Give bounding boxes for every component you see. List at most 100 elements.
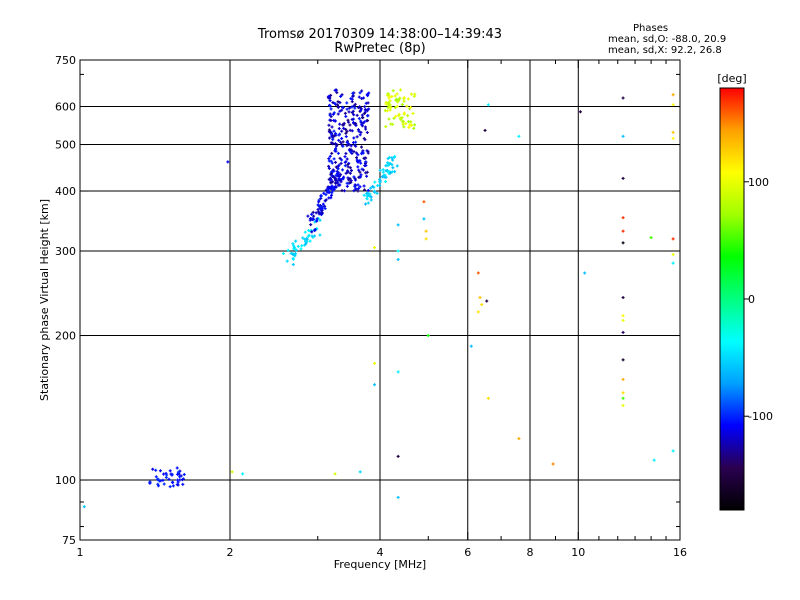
- data-point: [384, 100, 388, 104]
- data-point: [167, 477, 171, 481]
- data-point: [156, 477, 160, 481]
- data-point: [356, 187, 360, 191]
- data-point: [392, 116, 396, 120]
- data-point: [366, 101, 370, 105]
- data-point: [358, 106, 362, 110]
- x-axis-label: Frequency [MHz]: [334, 558, 426, 571]
- data-point: [304, 242, 308, 246]
- data-point: [335, 171, 339, 175]
- data-point: [313, 229, 317, 233]
- data-point: [366, 151, 370, 155]
- data-point: [293, 254, 297, 258]
- data-point: [318, 233, 322, 237]
- data-point: [341, 144, 345, 148]
- data-point: [331, 112, 335, 116]
- data-point: [360, 89, 364, 93]
- data-point: [331, 101, 335, 105]
- data-point: [362, 193, 366, 197]
- data-point: [671, 130, 675, 134]
- data-point: [328, 130, 332, 134]
- data-point: [175, 466, 179, 470]
- data-point: [318, 218, 322, 222]
- data-point: [285, 259, 289, 263]
- data-point: [339, 140, 343, 144]
- data-point: [551, 462, 555, 466]
- data-point: [369, 186, 373, 190]
- data-point: [356, 183, 360, 187]
- data-point: [339, 94, 343, 98]
- data-point: [156, 484, 160, 488]
- data-point: [388, 108, 392, 112]
- data-point: [344, 131, 348, 135]
- data-point: [340, 93, 344, 97]
- data-point: [292, 245, 296, 249]
- data-point: [358, 185, 362, 189]
- data-point: [321, 202, 325, 206]
- data-point: [621, 391, 625, 395]
- data-point: [344, 151, 348, 155]
- data-point: [360, 145, 364, 149]
- data-point: [344, 171, 348, 175]
- data-point: [182, 473, 186, 477]
- data-point: [362, 188, 366, 192]
- data-point: [330, 125, 334, 129]
- data-point: [422, 200, 426, 204]
- data-point: [402, 99, 406, 103]
- data-point: [671, 237, 675, 241]
- data-point: [328, 104, 332, 108]
- data-point: [365, 93, 369, 97]
- data-point: [407, 125, 411, 129]
- data-point: [361, 151, 365, 155]
- data-point: [366, 201, 370, 205]
- data-point: [360, 152, 364, 156]
- data-point: [337, 138, 341, 142]
- data-point: [365, 109, 369, 113]
- data-point: [308, 218, 312, 222]
- data-point: [364, 163, 368, 167]
- data-point: [291, 242, 295, 246]
- data-point: [408, 123, 412, 127]
- data-point: [346, 176, 350, 180]
- data-point: [621, 318, 625, 322]
- data-point: [338, 101, 342, 105]
- data-point: [333, 88, 337, 92]
- data-point: [334, 178, 338, 182]
- data-point: [621, 96, 625, 100]
- data-point: [334, 173, 338, 177]
- data-point: [395, 164, 399, 168]
- data-point: [346, 170, 350, 174]
- data-point: [341, 168, 345, 172]
- data-point: [310, 212, 314, 216]
- data-point: [332, 175, 336, 179]
- data-point: [336, 112, 340, 116]
- data-point: [483, 128, 487, 132]
- data-point: [294, 239, 298, 243]
- data-point: [384, 180, 388, 184]
- data-point: [342, 121, 346, 125]
- data-point: [345, 157, 349, 161]
- y-tick-label: 75: [62, 534, 76, 547]
- data-point: [406, 97, 410, 101]
- data-point: [345, 181, 349, 185]
- data-point: [324, 188, 328, 192]
- data-point: [154, 475, 158, 479]
- data-point: [337, 127, 341, 131]
- data-point: [621, 241, 625, 245]
- data-point: [424, 229, 428, 233]
- data-point: [362, 184, 366, 188]
- data-point: [351, 94, 355, 98]
- data-point: [363, 138, 367, 142]
- data-point: [394, 114, 398, 118]
- data-point: [342, 175, 346, 179]
- data-point: [399, 88, 403, 92]
- data-point: [476, 271, 480, 275]
- data-point: [349, 144, 353, 148]
- data-point: [327, 164, 331, 168]
- data-point: [352, 189, 356, 193]
- data-point: [621, 358, 625, 362]
- data-point: [401, 120, 405, 124]
- data-point: [476, 310, 480, 314]
- data-point: [340, 189, 344, 193]
- data-point: [340, 129, 344, 133]
